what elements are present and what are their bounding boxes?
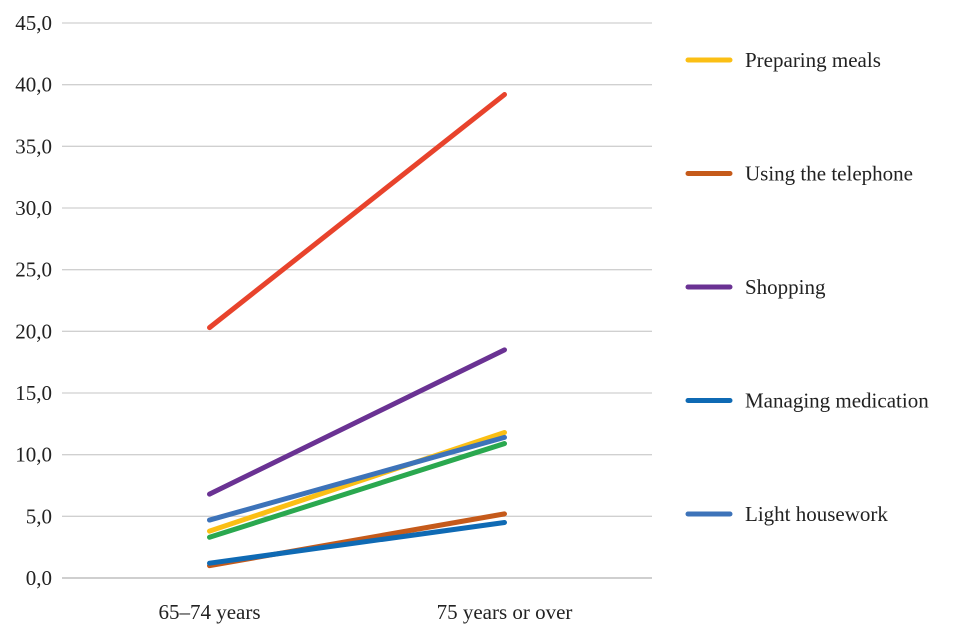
y-tick-label: 35,0 (15, 134, 52, 158)
legend-label: Using the telephone (745, 162, 913, 186)
x-axis-ticks: 65–74 years 75 years or over (158, 600, 572, 624)
y-tick-label: 25,0 (15, 258, 52, 282)
legend-label: Managing medication (745, 389, 929, 413)
series-line-unlabeled-6 (207, 441, 507, 540)
y-axis-ticks: 0,0 5,0 10,0 15,0 20,0 25,0 30,0 35,0 40,0 45,0 (15, 11, 52, 590)
x-tick-label: 75 years or over (437, 600, 573, 624)
legend-label: Preparing meals (745, 48, 881, 72)
series-line-unlabeled-5 (207, 92, 507, 331)
y-tick-label: 40,0 (15, 73, 52, 97)
legend-item-shopping: Shopping (685, 275, 826, 299)
y-tick-label: 30,0 (15, 196, 52, 220)
legend-label: Shopping (745, 275, 826, 299)
legend: Preparing meals Using the telephone Shoppi… (685, 48, 929, 526)
y-tick-label: 15,0 (15, 381, 52, 405)
series-lines (207, 92, 507, 569)
y-tick-label: 10,0 (15, 443, 52, 467)
legend-label: Light housework (745, 502, 888, 526)
legend-item-light-housework: Light housework (685, 502, 888, 526)
series-line-shopping (207, 347, 507, 497)
y-tick-label: 0,0 (26, 566, 52, 590)
y-tick-label: 45,0 (15, 11, 52, 35)
legend-item-preparing-meals: Preparing meals (685, 48, 881, 72)
legend-item-using-the-telephone: Using the telephone (685, 162, 913, 186)
gridlines (62, 22, 652, 579)
x-tick-label: 65–74 years (158, 600, 260, 624)
series-line-managing-medication (207, 520, 507, 566)
legend-item-managing-medication: Managing medication (685, 389, 929, 413)
y-tick-label: 5,0 (26, 504, 52, 528)
y-tick-label: 20,0 (15, 319, 52, 343)
series-line-light-housework (207, 434, 507, 523)
